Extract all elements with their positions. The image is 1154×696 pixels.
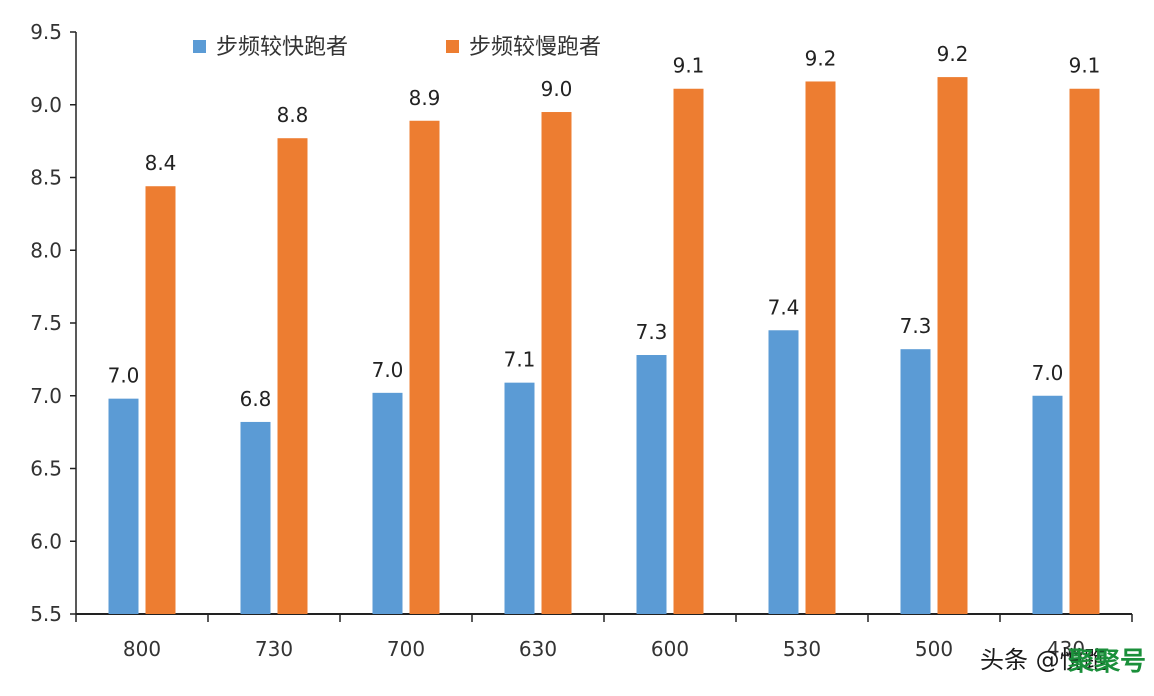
y-tick-label: 7.5 (30, 311, 62, 335)
bar-fast (768, 330, 799, 614)
data-label: 7.0 (372, 358, 404, 382)
y-tick-label: 8.0 (30, 238, 62, 262)
data-label: 7.0 (108, 364, 140, 388)
data-label: 9.1 (1069, 54, 1101, 78)
bar-fast (240, 421, 271, 614)
y-tick-label: 7.0 (30, 384, 62, 408)
data-label: 6.8 (240, 387, 272, 411)
data-label: 9.1 (673, 54, 705, 78)
data-label: 8.8 (277, 103, 309, 127)
bar-slow (145, 186, 176, 615)
bar-fast (504, 382, 535, 614)
y-tick-label: 9.5 (30, 20, 62, 44)
bar-slow (541, 112, 572, 615)
data-label: 7.3 (636, 320, 668, 344)
legend-label: 步频较快跑者 (216, 35, 348, 60)
bar-slow (409, 120, 440, 614)
data-label: 9.2 (805, 46, 837, 70)
data-label: 7.3 (900, 314, 932, 338)
bar-slow (1069, 88, 1100, 615)
x-tick-label: 500 (915, 637, 953, 661)
y-tick-label: 8.5 (30, 166, 62, 190)
legend-swatch (446, 40, 459, 53)
x-tick-label: 730 (255, 637, 293, 661)
watermark-logo: 聚聚号 (1067, 647, 1146, 677)
data-label: 9.0 (541, 77, 573, 101)
data-label: 7.4 (768, 295, 800, 319)
x-tick-label: 530 (783, 637, 821, 661)
bar-slow (277, 138, 308, 614)
x-tick-label: 800 (123, 637, 161, 661)
y-tick-label: 6.0 (30, 529, 62, 553)
watermark-text: 头条 @悦跑 (980, 646, 1108, 674)
bar-slow (805, 81, 836, 615)
legend-swatch (193, 40, 206, 53)
x-tick-label: 600 (651, 637, 689, 661)
bar-fast (900, 349, 931, 614)
x-tick-label: 630 (519, 637, 557, 661)
y-tick-label: 6.5 (30, 457, 62, 481)
x-tick-label: 700 (387, 637, 425, 661)
bar-slow (937, 77, 968, 615)
data-label: 8.4 (145, 151, 177, 175)
bar-fast (636, 355, 667, 614)
data-label: 7.1 (504, 348, 536, 372)
bar-fast (108, 398, 139, 614)
bar-slow (673, 88, 704, 615)
bar-fast (1032, 395, 1063, 614)
bar-fast (372, 392, 403, 614)
legend-label: 步频较慢跑者 (469, 35, 601, 60)
x-tick-label: 430 (1047, 637, 1085, 661)
data-label: 7.0 (1032, 361, 1064, 385)
data-label: 8.9 (409, 86, 441, 110)
y-tick-label: 9.0 (30, 93, 62, 117)
y-tick-label: 5.5 (30, 602, 62, 626)
data-label: 9.2 (937, 42, 969, 66)
